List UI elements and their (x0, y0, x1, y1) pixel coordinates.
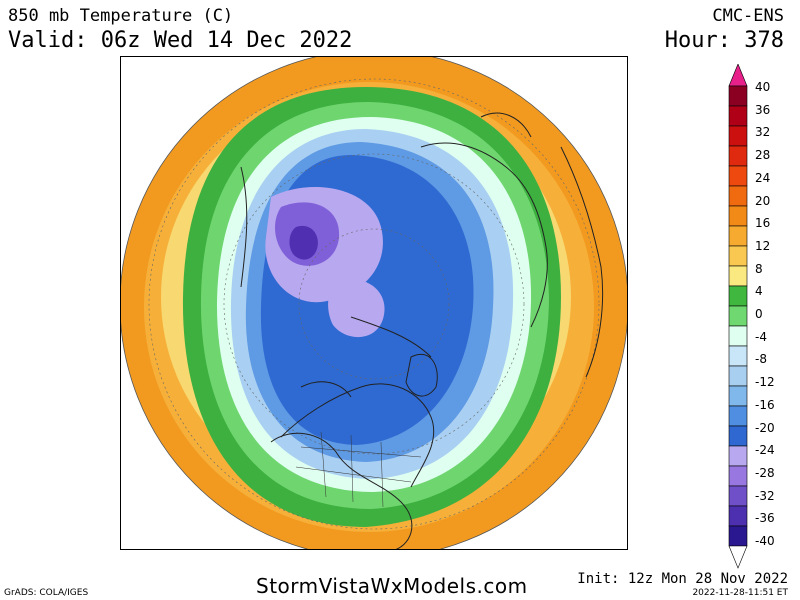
colorbar-label: -12 (755, 375, 775, 390)
colorbar-label: 36 (755, 102, 771, 117)
colorbar-segment (728, 305, 748, 327)
coastlines (240, 112, 604, 549)
colorbar-label: 40 (755, 80, 771, 94)
colorbar-label: 12 (755, 238, 771, 253)
colorbar-label: -36 (755, 511, 775, 526)
colorbar-segment (728, 285, 748, 307)
colorbar-segment (728, 485, 748, 507)
colorbar-segment (728, 165, 748, 187)
colorbar-label: 32 (755, 125, 771, 140)
colorbar-segment (728, 505, 748, 527)
colorbar-segment (728, 385, 748, 407)
colorbar-segment (728, 205, 748, 227)
colorbar-segment (728, 405, 748, 427)
map-title: 850 mb Temperature (C) (8, 6, 234, 26)
colorbar-label: -40 (755, 534, 775, 548)
colorbar-label: 16 (755, 216, 771, 231)
colorbar-segment (728, 265, 748, 287)
colorbar-segment (728, 185, 748, 207)
colorbar-label: -24 (755, 443, 775, 458)
website-credit: StormVistaWxModels.com (256, 574, 528, 598)
colorbar-label: -16 (755, 397, 775, 412)
colorbar-label: 8 (755, 261, 763, 276)
colorbar-segment (728, 525, 748, 547)
colorbar-label: -20 (755, 420, 775, 435)
colorbar-segment (728, 445, 748, 467)
init-time: Init: 12z Mon 28 Nov 2022 (577, 571, 788, 587)
colorbar-segment (728, 465, 748, 487)
colorbar-label: 24 (755, 170, 771, 185)
forecast-hour: Hour: 378 (664, 28, 784, 53)
colorbar-label: -8 (755, 352, 767, 367)
colorbar-segment (728, 225, 748, 247)
colorbar-segment (728, 425, 748, 447)
colorbar-segment (728, 85, 748, 107)
cold-pool-lavender-2 (328, 279, 385, 338)
colorbar-segment (728, 365, 748, 387)
colorbar-label: 0 (755, 307, 763, 321)
colorbar-segment (728, 345, 748, 367)
generated-timestamp: 2022-11-28-11:51 ET (692, 588, 788, 598)
model-name: CMC-ENS (712, 6, 784, 26)
temperature-colorbar (728, 64, 748, 569)
colorbar-label: -32 (755, 488, 775, 503)
colorbar-label: -4 (755, 329, 767, 344)
colorbar-label: 28 (755, 148, 771, 163)
colorbar-segment (728, 325, 748, 347)
cold-pool-core (289, 225, 318, 260)
colorbar-label: -28 (755, 465, 775, 480)
map-panel (120, 56, 628, 550)
colorbar-label: 4 (755, 284, 763, 299)
valid-time: Valid: 06z Wed 14 Dec 2022 (8, 28, 353, 53)
colorbar-segment (728, 125, 748, 147)
polar-temperature-map (121, 57, 627, 549)
grads-credit: GrADS: COLA/IGES (4, 588, 89, 598)
colorbar-bottom-arrow (728, 545, 748, 569)
colorbar-segment (728, 145, 748, 167)
colorbar-segment (728, 105, 748, 127)
colorbar-top-arrow (728, 64, 748, 87)
colorbar-label: 20 (755, 193, 771, 208)
colorbar-segment (728, 245, 748, 267)
